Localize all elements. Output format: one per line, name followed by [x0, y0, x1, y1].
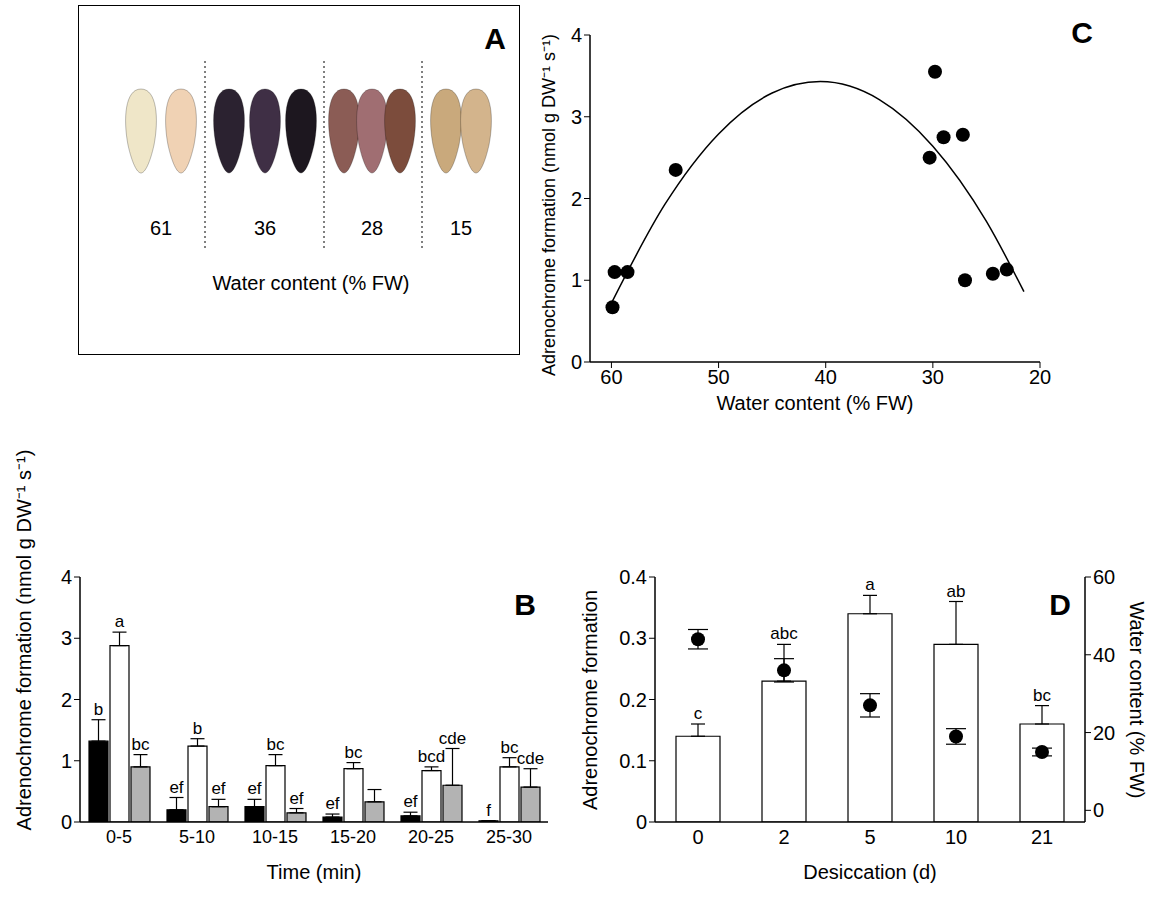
svg-text:10-15: 10-15 [252, 827, 298, 847]
svg-text:0: 0 [571, 351, 582, 373]
svg-text:5: 5 [864, 826, 875, 848]
svg-text:3: 3 [61, 627, 72, 649]
svg-text:2: 2 [61, 689, 72, 711]
svg-text:10: 10 [945, 826, 967, 848]
svg-text:Desiccation (d): Desiccation (d) [803, 861, 936, 883]
svg-text:5-10: 5-10 [179, 827, 215, 847]
svg-text:ef: ef [247, 779, 261, 798]
svg-text:40: 40 [1093, 644, 1115, 666]
svg-text:bc: bc [267, 735, 285, 754]
svg-text:bc: bc [132, 735, 150, 754]
svg-text:15-20: 15-20 [330, 827, 376, 847]
svg-text:1: 1 [571, 269, 582, 291]
svg-text:b: b [193, 719, 202, 738]
svg-text:C: C [1071, 16, 1093, 49]
svg-text:50: 50 [707, 366, 729, 388]
svg-text:40: 40 [815, 366, 837, 388]
svg-text:0: 0 [636, 811, 647, 833]
svg-text:ef: ef [211, 779, 225, 798]
svg-text:Adrenochrome formation (nmol g: Adrenochrome formation (nmol g DW⁻¹ s⁻¹) [13, 450, 35, 831]
svg-text:Water content (% FW): Water content (% FW) [716, 392, 913, 414]
svg-text:Time (min): Time (min) [267, 861, 362, 883]
svg-text:2: 2 [571, 188, 582, 210]
svg-text:0.3: 0.3 [619, 627, 647, 649]
svg-text:ef: ef [289, 789, 303, 808]
svg-text:20-25: 20-25 [408, 827, 454, 847]
svg-text:60: 60 [600, 366, 622, 388]
svg-text:0: 0 [61, 811, 72, 833]
svg-text:2: 2 [778, 826, 789, 848]
svg-text:f: f [486, 801, 491, 820]
svg-text:bcd: bcd [418, 747, 445, 766]
svg-text:0: 0 [1093, 799, 1104, 821]
svg-text:bc: bc [345, 743, 363, 762]
svg-text:a: a [865, 575, 875, 594]
svg-text:21: 21 [1031, 826, 1053, 848]
svg-text:bc: bc [1033, 686, 1051, 705]
svg-text:ef: ef [403, 792, 417, 811]
svg-text:20: 20 [1029, 366, 1051, 388]
svg-text:ab: ab [947, 582, 966, 601]
svg-text:36: 36 [254, 217, 276, 239]
svg-text:0-5: 0-5 [106, 827, 132, 847]
svg-text:3: 3 [571, 106, 582, 128]
svg-text:0.2: 0.2 [619, 689, 647, 711]
svg-text:28: 28 [361, 217, 383, 239]
svg-text:4: 4 [571, 24, 582, 46]
svg-text:61: 61 [150, 217, 172, 239]
svg-text:cde: cde [439, 729, 466, 748]
svg-text:30: 30 [922, 366, 944, 388]
svg-text:Water content (% FW): Water content (% FW) [212, 272, 409, 294]
svg-text:Adrenochrome formation: Adrenochrome formation [579, 590, 601, 810]
svg-text:15: 15 [450, 217, 472, 239]
svg-text:bc: bc [500, 737, 519, 757]
svg-text:c: c [694, 704, 703, 723]
svg-text:4: 4 [61, 566, 72, 588]
svg-text:60: 60 [1093, 566, 1115, 588]
svg-text:cde: cde [517, 749, 544, 768]
svg-text:0.1: 0.1 [619, 750, 647, 772]
svg-text:25-30: 25-30 [486, 827, 532, 847]
svg-text:ef: ef [169, 778, 183, 797]
svg-text:abc: abc [770, 624, 798, 643]
svg-text:20: 20 [1093, 722, 1115, 744]
svg-text:b: b [94, 700, 103, 719]
svg-text:a: a [115, 612, 125, 631]
svg-text:B: B [514, 588, 536, 621]
svg-text:Adrenochrome formation (nmol g: Adrenochrome formation (nmol g DW⁻¹ s⁻¹) [539, 34, 559, 376]
svg-text:1: 1 [61, 750, 72, 772]
svg-text:ef: ef [325, 794, 339, 813]
svg-text:Water content (% FW): Water content (% FW) [1126, 601, 1148, 798]
svg-text:A: A [484, 22, 506, 55]
svg-text:0.4: 0.4 [619, 566, 647, 588]
svg-text:D: D [1049, 588, 1071, 621]
svg-text:0: 0 [692, 826, 703, 848]
